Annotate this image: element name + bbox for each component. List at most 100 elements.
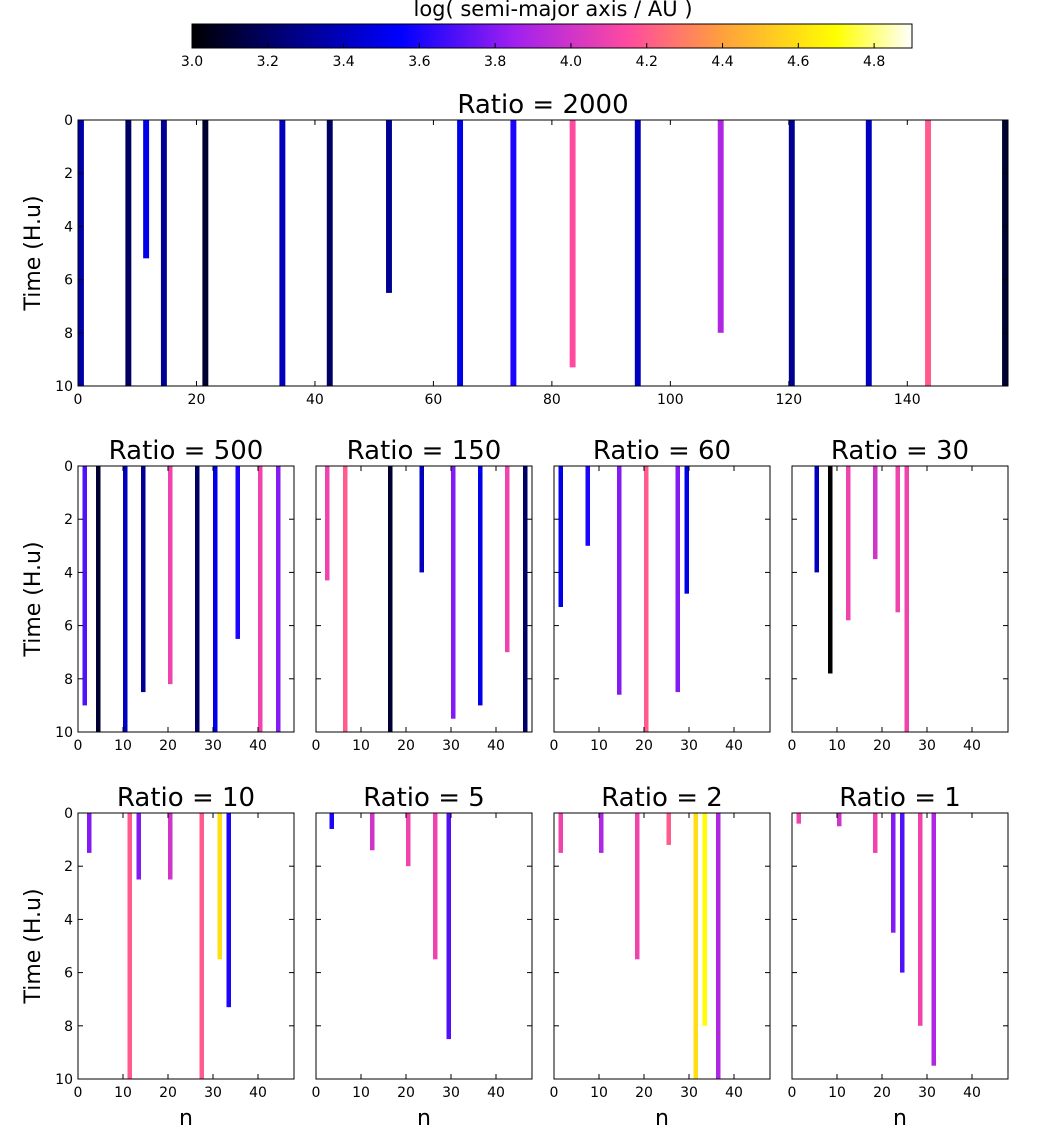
x-tick-label: 30 — [680, 738, 698, 754]
y-tick-label: 4 — [64, 912, 73, 928]
heatmap-column — [873, 466, 878, 560]
x-tick-label: 0 — [788, 738, 797, 754]
axes-frame — [315, 812, 533, 1080]
x-tick-label: 30 — [204, 738, 222, 754]
heatmap-column — [837, 813, 842, 827]
heatmap-column — [329, 813, 334, 829]
heatmap-column — [814, 466, 819, 573]
panel-ratio-5: Ratio = 5 0 10 20 30 40 n — [312, 783, 533, 1131]
x-tick-label: 10 — [114, 1085, 132, 1101]
heatmap-column — [644, 466, 649, 732]
x-tick-label: 40 — [306, 392, 324, 408]
heatmap-column — [82, 466, 87, 706]
colorbar-tick-label: 4.6 — [787, 54, 809, 70]
y-axis-label: Time (H.u) — [21, 541, 46, 657]
heatmap-column — [523, 466, 528, 732]
panel-title: Ratio = 60 — [593, 436, 731, 466]
x-tick-label: 0 — [74, 392, 83, 408]
y-tick-label: 2 — [64, 512, 73, 528]
x-tick-label: 40 — [487, 1085, 505, 1101]
heatmap-column — [202, 120, 209, 386]
colorbar-tick-label: 4.4 — [711, 54, 733, 70]
colorbar-tick-label: 3.4 — [332, 54, 354, 70]
x-tick-label: 20 — [188, 392, 206, 408]
heatmap-column — [666, 813, 671, 845]
x-tick-label: 40 — [487, 738, 505, 754]
heatmap-column — [569, 120, 576, 368]
heatmap-column — [217, 813, 222, 960]
x-tick-label: 10 — [352, 738, 370, 754]
panel-title: Ratio = 150 — [347, 436, 502, 466]
heatmap-column — [168, 813, 173, 880]
x-tick-label: 0 — [74, 1085, 83, 1101]
y-tick-label: 10 — [55, 379, 73, 395]
heatmap-column — [279, 120, 286, 386]
heatmap-column — [693, 813, 698, 1079]
heatmap-column — [87, 813, 92, 853]
y-tick-label: 0 — [64, 806, 73, 822]
heatmap-column — [788, 120, 795, 386]
x-tick-label: 120 — [775, 392, 802, 408]
x-tick-label: 10 — [590, 1085, 608, 1101]
axes-frame — [791, 812, 1009, 1080]
y-tick-label: 4 — [64, 565, 73, 581]
x-tick-label: 30 — [918, 738, 936, 754]
x-tick-label: 20 — [635, 738, 653, 754]
axes-frame — [77, 812, 295, 1080]
x-tick-label: 10 — [114, 738, 132, 754]
x-tick-label: 30 — [918, 1085, 936, 1101]
y-tick-label: 6 — [64, 273, 73, 289]
heatmap-column — [900, 813, 905, 973]
y-tick-label: 6 — [64, 619, 73, 635]
colorbar-tick-label: 3.6 — [408, 54, 430, 70]
colorbar-label: log( semi-major axis / AU ) — [413, 0, 692, 21]
x-axis-label: n — [417, 1106, 431, 1131]
heatmap-column — [1002, 120, 1008, 386]
x-axis-label: n — [179, 1106, 193, 1131]
x-tick-label: 100 — [657, 392, 684, 408]
heatmap-column — [419, 466, 424, 573]
panel-title: Ratio = 10 — [117, 783, 255, 813]
heatmap-column — [258, 466, 263, 732]
heatmap-column — [386, 120, 392, 293]
heatmap-column — [895, 466, 900, 613]
y-tick-label: 10 — [55, 1072, 73, 1088]
x-tick-label: 0 — [550, 1085, 559, 1101]
x-tick-label: 30 — [680, 1085, 698, 1101]
heatmap-column — [457, 120, 464, 386]
axes-frame — [77, 465, 295, 733]
axes-frame — [315, 465, 533, 733]
x-tick-label: 10 — [828, 1085, 846, 1101]
axes-frame — [553, 465, 771, 733]
y-tick-label: 0 — [64, 113, 73, 129]
x-tick-label: 40 — [249, 1085, 267, 1101]
y-tick-label: 2 — [64, 859, 73, 875]
heatmap-column — [828, 466, 833, 674]
heatmap-column — [168, 466, 173, 685]
x-tick-label: 0 — [312, 738, 321, 754]
colorbar-tick-label: 4.2 — [636, 54, 658, 70]
x-tick-label: 20 — [397, 738, 415, 754]
y-tick-label: 2 — [64, 166, 73, 182]
x-tick-label: 40 — [725, 738, 743, 754]
heatmap-column — [451, 466, 456, 719]
panel-title: Ratio = 1 — [839, 783, 961, 813]
heatmap-column — [865, 120, 872, 386]
x-axis-label: n — [893, 1106, 907, 1131]
x-tick-label: 140 — [894, 392, 921, 408]
heatmap-column — [388, 466, 393, 732]
heatmap-column — [634, 120, 641, 386]
heatmap-column — [675, 466, 680, 693]
panel-title: Ratio = 2 — [601, 783, 723, 813]
colorbar-tick-label: 4.8 — [863, 54, 885, 70]
x-tick-label: 40 — [249, 738, 267, 754]
heatmap-column — [78, 120, 84, 386]
panel-ratio-2000: Ratio = 2000 0 20 40 60 80 100 120 140 0 2 4 6 8 10 Tim… — [21, 90, 1009, 408]
panel-ratio-150: Ratio = 150 0 10 20 30 40 — [312, 436, 533, 754]
x-tick-label: 20 — [873, 738, 891, 754]
y-axis-label: Time (H.u) — [21, 195, 46, 311]
x-tick-label: 30 — [442, 738, 460, 754]
heatmap-column — [326, 120, 333, 386]
